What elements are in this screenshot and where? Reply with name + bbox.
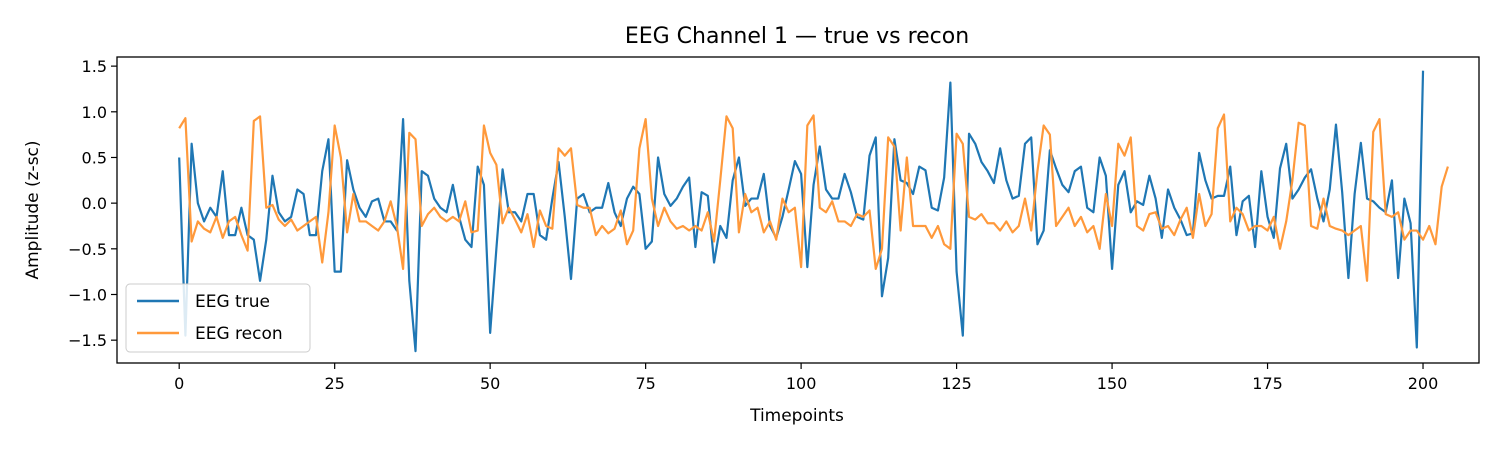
- legend-label-eeg-recon: EEG recon: [195, 324, 283, 344]
- x-axis: 0 25 50 75 100 125 150 175 200: [174, 363, 1438, 393]
- y-tick-label: −1.5: [68, 331, 107, 350]
- plot-area: [178, 70, 1449, 353]
- chart-title: EEG Channel 1 — true vs recon: [625, 24, 969, 49]
- y-tick-label: 1.5: [82, 57, 107, 76]
- y-tick-label: 0.0: [82, 194, 107, 213]
- y-tick-label: −0.5: [68, 240, 107, 259]
- x-tick-label: 75: [635, 374, 655, 393]
- series-line-eeg-true: [178, 70, 1425, 353]
- x-tick-label: 200: [1408, 374, 1439, 393]
- y-tick-label: −1.0: [68, 285, 107, 304]
- x-tick-label: 100: [786, 374, 817, 393]
- x-tick-label: 50: [480, 374, 500, 393]
- x-tick-label: 0: [174, 374, 184, 393]
- y-axis-label: Amplitude (z-sc): [23, 140, 43, 279]
- x-tick-label: 125: [941, 374, 972, 393]
- legend: EEG true EEG recon: [125, 283, 311, 353]
- y-tick-label: 1.0: [82, 103, 107, 122]
- x-tick-label: 175: [1252, 374, 1283, 393]
- legend-label-eeg-true: EEG true: [195, 292, 270, 312]
- y-tick-label: 0.5: [82, 148, 107, 167]
- y-axis: −1.5 −1.0 −0.5 0.0 0.5 1.0 1.5: [68, 57, 117, 350]
- axes-frame: [116, 56, 1480, 364]
- x-tick-label: 25: [324, 374, 344, 393]
- x-axis-label: Timepoints: [749, 406, 844, 426]
- series-line-eeg-recon: [178, 113, 1449, 282]
- x-tick-label: 150: [1097, 374, 1128, 393]
